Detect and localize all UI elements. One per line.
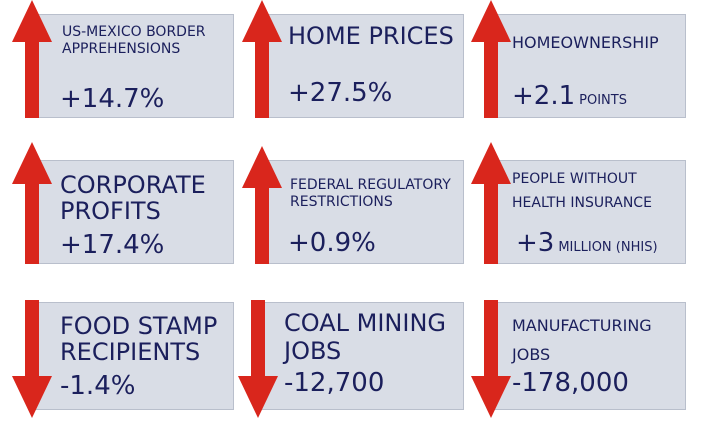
tile-corporate-profits: [28, 160, 234, 264]
arrow-up-icon: [242, 146, 282, 264]
tile-value-number: +14.7%: [60, 84, 165, 114]
arrow-down-icon: [12, 300, 52, 418]
tile-label-line1: Coal Mining: [284, 309, 447, 337]
tile-coal-mining: [258, 302, 464, 410]
tile-value-number: +2.1: [512, 81, 576, 111]
tile-label-line1: Corporate: [60, 171, 206, 199]
tile-label: Federal Regulatory Restrictions: [290, 177, 451, 211]
tile-label-line1: US-Mexico Border: [62, 24, 206, 40]
arrow-up-icon: [471, 142, 511, 264]
tile-label-line2: Apprehensions: [62, 40, 181, 57]
arrow-up-icon: [12, 142, 52, 264]
tile-label: US-Mexico Border Apprehensions: [62, 24, 206, 58]
tile-value-number: +27.5%: [288, 78, 393, 108]
tile-health-insurance: [488, 160, 686, 264]
tile-label-line1: Home Prices: [288, 22, 454, 50]
arrow-up-icon: [242, 0, 282, 118]
tile-label: Manufacturing Jobs: [512, 312, 652, 370]
tile-border-apprehensions: [28, 14, 234, 118]
tile-label-line1: Federal Regulatory: [290, 177, 451, 193]
tile-label-line2: Health Insurance: [512, 194, 652, 211]
tile-label: Home Prices: [288, 22, 454, 51]
tile-label: Homeownership: [512, 33, 659, 52]
tile-label-line1: People Without: [512, 171, 637, 187]
tile-label-line2: Recipients: [60, 338, 201, 367]
tile-homeownership: [488, 14, 686, 118]
tile-value-number: +17.4%: [60, 230, 165, 260]
tile-value: +3 million (NHIS): [516, 230, 658, 256]
tile-label: Food Stamp Recipients: [60, 313, 217, 366]
tile-label-line1: Food Stamp: [60, 312, 218, 340]
tile-label-line1: Homeownership: [512, 33, 659, 52]
tile-label-line2: Jobs: [512, 344, 551, 364]
tile-value: -1.4%: [60, 373, 135, 399]
tile-home-prices: [258, 14, 464, 118]
tile-value-number: -178,000: [512, 368, 629, 398]
tile-value-unit: points: [579, 93, 627, 108]
tile-value: +14.7%: [60, 86, 164, 112]
tile-label-line1: Manufacturing: [512, 316, 652, 335]
tile-label: People Without Health Insurance: [512, 168, 652, 216]
tile-value-number: -12,700: [284, 368, 385, 398]
tile-value: +0.9%: [288, 230, 376, 256]
tile-value-number: +3: [516, 228, 555, 258]
tile-label: Corporate Profits: [60, 172, 206, 225]
tile-value: +2.1 points: [512, 83, 627, 109]
tile-label-line2: Restrictions: [290, 193, 393, 210]
tile-value-number: +0.9%: [288, 228, 376, 258]
arrow-down-icon: [471, 300, 511, 418]
tile-label: Coal Mining Jobs: [284, 309, 447, 365]
tile-label-line2: Profits: [60, 197, 161, 226]
tile-label-line2: Jobs: [284, 336, 342, 365]
tile-value-unit: million (NHIS): [558, 240, 658, 255]
tile-value: +17.4%: [60, 232, 164, 258]
tile-value-number: -1.4%: [60, 371, 136, 401]
arrow-down-icon: [238, 300, 278, 418]
tile-value: -178,000: [512, 370, 629, 396]
tile-value: -12,700: [284, 370, 384, 396]
tile-federal-regulatory: [258, 160, 464, 264]
tile-value: +27.5%: [288, 80, 392, 106]
arrow-up-icon: [471, 0, 511, 118]
arrow-up-icon: [12, 0, 52, 118]
